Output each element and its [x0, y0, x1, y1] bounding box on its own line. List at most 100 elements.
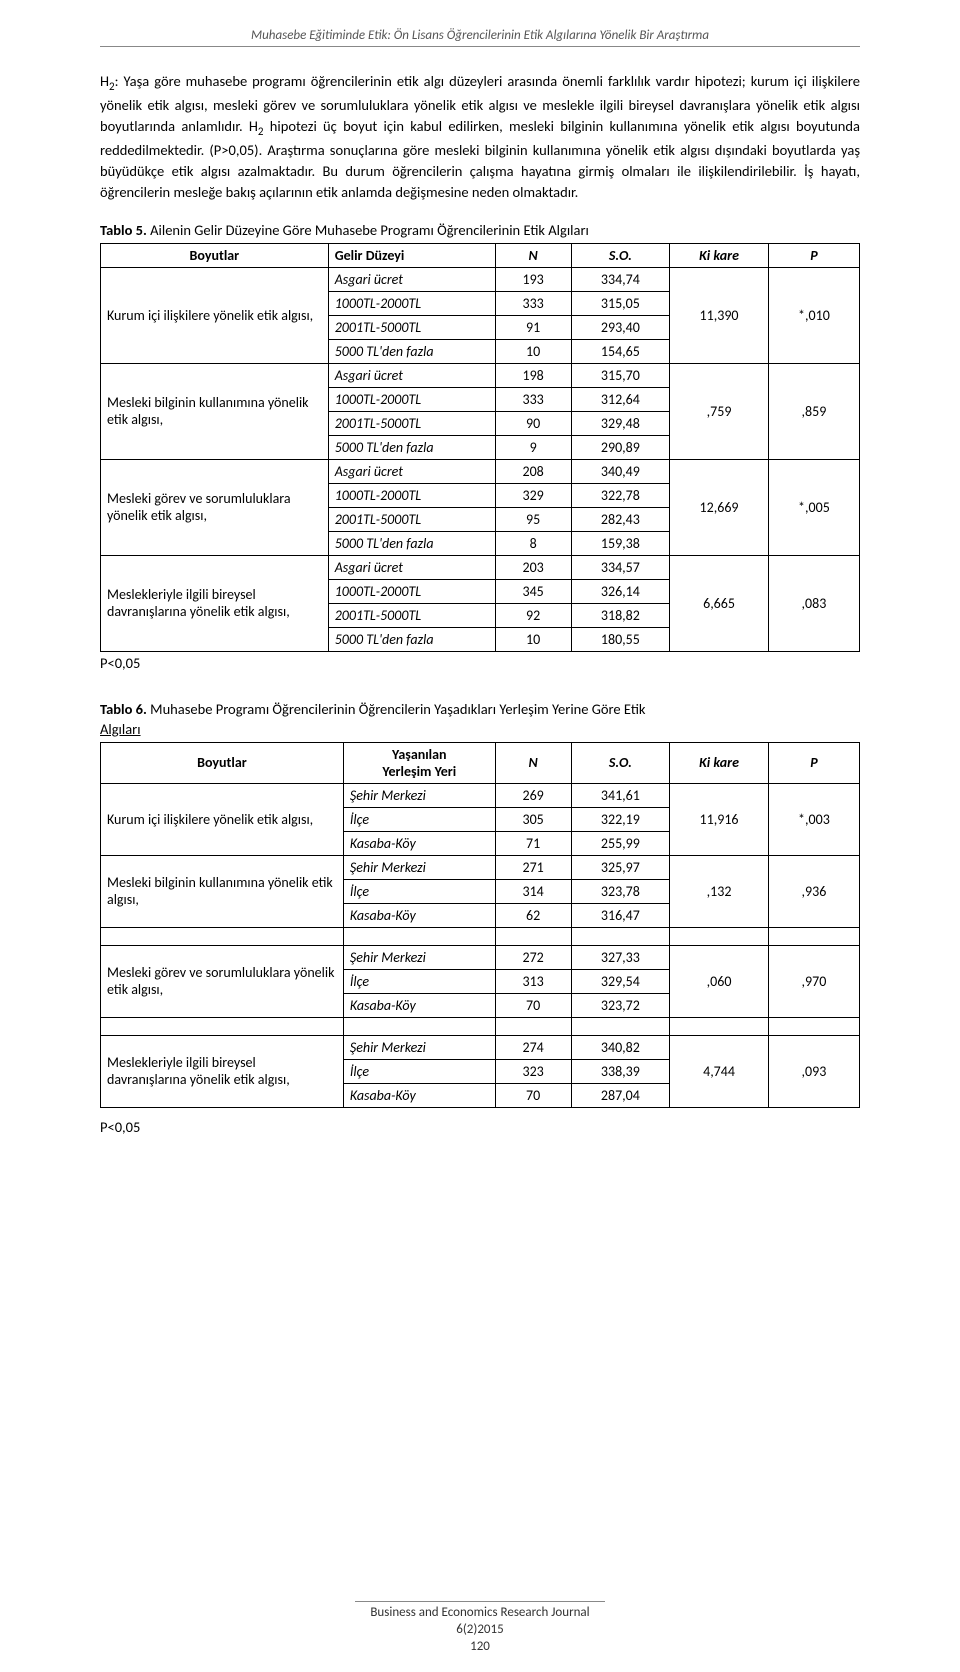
table5-cat-cell: 1000TL-2000TL: [328, 483, 495, 507]
table6-h-boyutlar: Boyutlar: [101, 742, 344, 783]
table5-caption-rest: Ailenin Gelir Düzeyine Göre Muhasebe Pro…: [147, 221, 589, 239]
table6-cat-cell: Şehir Merkezi: [343, 1035, 495, 1059]
table5-cat-cell: Asgari ücret: [328, 459, 495, 483]
table6-so-cell: 323,78: [571, 879, 670, 903]
table5-ki-cell: 12,669: [670, 459, 769, 555]
table6-footnote: P<0,05: [100, 1118, 860, 1136]
table5-ki-cell: 6,665: [670, 555, 769, 651]
table5-h-gelir: Gelir Düzeyi: [328, 243, 495, 267]
table6-caption-bold: Tablo 6.: [100, 700, 147, 718]
table5-so-cell: 159,38: [571, 531, 670, 555]
table6-gap-row: [101, 927, 860, 945]
table6-cat-cell: Kasaba-Köy: [343, 1083, 495, 1107]
table5-h-p: P: [768, 243, 859, 267]
table6-cat-cell: Kasaba-Köy: [343, 993, 495, 1017]
table6-boyut-cell: Mesleki bilginin kullanımına yönelik eti…: [101, 855, 344, 927]
table6-gap-row: [101, 1017, 860, 1035]
table6-boyut-cell: Meslekleriyle ilgili bireysel davranışla…: [101, 1035, 344, 1107]
table6-so-cell: 327,33: [571, 945, 670, 969]
table6-n-cell: 305: [495, 807, 571, 831]
table5-n-cell: 90: [495, 411, 571, 435]
table5-n-cell: 329: [495, 483, 571, 507]
table6-so-cell: 287,04: [571, 1083, 670, 1107]
table5-cat-cell: 2001TL-5000TL: [328, 315, 495, 339]
table5-boyut-cell: Mesleki görev ve sorumluluklara yönelik …: [101, 459, 329, 555]
table5-n-cell: 333: [495, 291, 571, 315]
table5-cat-cell: 5000 TL'den fazla: [328, 531, 495, 555]
table5-h-n: N: [495, 243, 571, 267]
table-row: Kurum içi ilişkilere yönelik etik algısı…: [101, 783, 860, 807]
table6-caption-rest: Muhasebe Programı Öğrencilerinin Öğrenci…: [147, 700, 646, 718]
table5-p-cell: *,010: [768, 267, 859, 363]
table6-boyut-cell: Kurum içi ilişkilere yönelik etik algısı…: [101, 783, 344, 855]
table6-cat-cell: İlçe: [343, 807, 495, 831]
table5-h-ki: Ki kare: [670, 243, 769, 267]
table6-cat-cell: Şehir Merkezi: [343, 783, 495, 807]
table5-cat-cell: 2001TL-5000TL: [328, 507, 495, 531]
table5-ki-cell: 11,390: [670, 267, 769, 363]
table6-n-cell: 271: [495, 855, 571, 879]
table5-cat-cell: 1000TL-2000TL: [328, 387, 495, 411]
table6-h-n: N: [495, 742, 571, 783]
table6-cat-cell: Kasaba-Köy: [343, 831, 495, 855]
table5-so-cell: 290,89: [571, 435, 670, 459]
table6-p-cell: ,970: [768, 945, 859, 1017]
table5-so-cell: 329,48: [571, 411, 670, 435]
table5-boyut-cell: Kurum içi ilişkilere yönelik etik algısı…: [101, 267, 329, 363]
table-row: Kurum içi ilişkilere yönelik etik algısı…: [101, 267, 860, 291]
table6-ki-cell: ,132: [670, 855, 769, 927]
table5-n-cell: 208: [495, 459, 571, 483]
table5-n-cell: 198: [495, 363, 571, 387]
table5-n-cell: 10: [495, 339, 571, 363]
table6-h-p: P: [768, 742, 859, 783]
table5-cat-cell: 1000TL-2000TL: [328, 579, 495, 603]
table5-so-cell: 334,57: [571, 555, 670, 579]
table5-so-cell: 154,65: [571, 339, 670, 363]
table5-cat-cell: Asgari ücret: [328, 267, 495, 291]
table6-cat-cell: Kasaba-Köy: [343, 903, 495, 927]
table5-so-cell: 315,70: [571, 363, 670, 387]
table6-n-cell: 314: [495, 879, 571, 903]
table-row: Mesleki bilginin kullanımına yönelik eti…: [101, 855, 860, 879]
table5-so-cell: 334,74: [571, 267, 670, 291]
table6-cat-cell: İlçe: [343, 1059, 495, 1083]
table6-so-cell: 255,99: [571, 831, 670, 855]
table5-h-so: S.O.: [571, 243, 670, 267]
table6-boyut-cell: Mesleki görev ve sorumluluklara yönelik …: [101, 945, 344, 1017]
table6-n-cell: 272: [495, 945, 571, 969]
table5-boyut-cell: Meslekleriyle ilgili bireysel davranışla…: [101, 555, 329, 651]
table5-n-cell: 8: [495, 531, 571, 555]
table5-so-cell: 318,82: [571, 603, 670, 627]
table5-cat-cell: 5000 TL'den fazla: [328, 435, 495, 459]
table5-so-cell: 322,78: [571, 483, 670, 507]
table6-so-cell: 341,61: [571, 783, 670, 807]
table5-footnote: P<0,05: [100, 654, 860, 672]
table6: BoyutlarYaşanılanYerleşim YeriNS.O.Ki ka…: [100, 742, 860, 1108]
table5-p-cell: ,859: [768, 363, 859, 459]
table5-so-cell: 293,40: [571, 315, 670, 339]
table5-so-cell: 312,64: [571, 387, 670, 411]
table6-cat-cell: İlçe: [343, 879, 495, 903]
footer-journal: Business and Economics Research Journal: [0, 1605, 960, 1620]
table5-ki-cell: ,759: [670, 363, 769, 459]
footer-issue: 6(2)2015: [0, 1622, 960, 1637]
footer-page-number: 120: [0, 1639, 960, 1654]
table6-caption-line2: Algıları: [100, 720, 860, 738]
table6-so-cell: 338,39: [571, 1059, 670, 1083]
table5-so-cell: 315,05: [571, 291, 670, 315]
table5-so-cell: 180,55: [571, 627, 670, 651]
table6-so-cell: 329,54: [571, 969, 670, 993]
table5-n-cell: 95: [495, 507, 571, 531]
table6-n-cell: 62: [495, 903, 571, 927]
table6-so-cell: 325,97: [571, 855, 670, 879]
table6-so-cell: 322,19: [571, 807, 670, 831]
table6-so-cell: 323,72: [571, 993, 670, 1017]
table6-n-cell: 70: [495, 993, 571, 1017]
table5-caption-bold: Tablo 5.: [100, 221, 147, 239]
table5-cat-cell: 5000 TL'den fazla: [328, 627, 495, 651]
page-running-header: Muhasebe Eğitiminde Etik: Ön Lisans Öğre…: [100, 28, 860, 47]
table6-p-cell: *,003: [768, 783, 859, 855]
table-row: Meslekleriyle ilgili bireysel davranışla…: [101, 1035, 860, 1059]
table5-n-cell: 9: [495, 435, 571, 459]
table6-ki-cell: 4,744: [670, 1035, 769, 1107]
